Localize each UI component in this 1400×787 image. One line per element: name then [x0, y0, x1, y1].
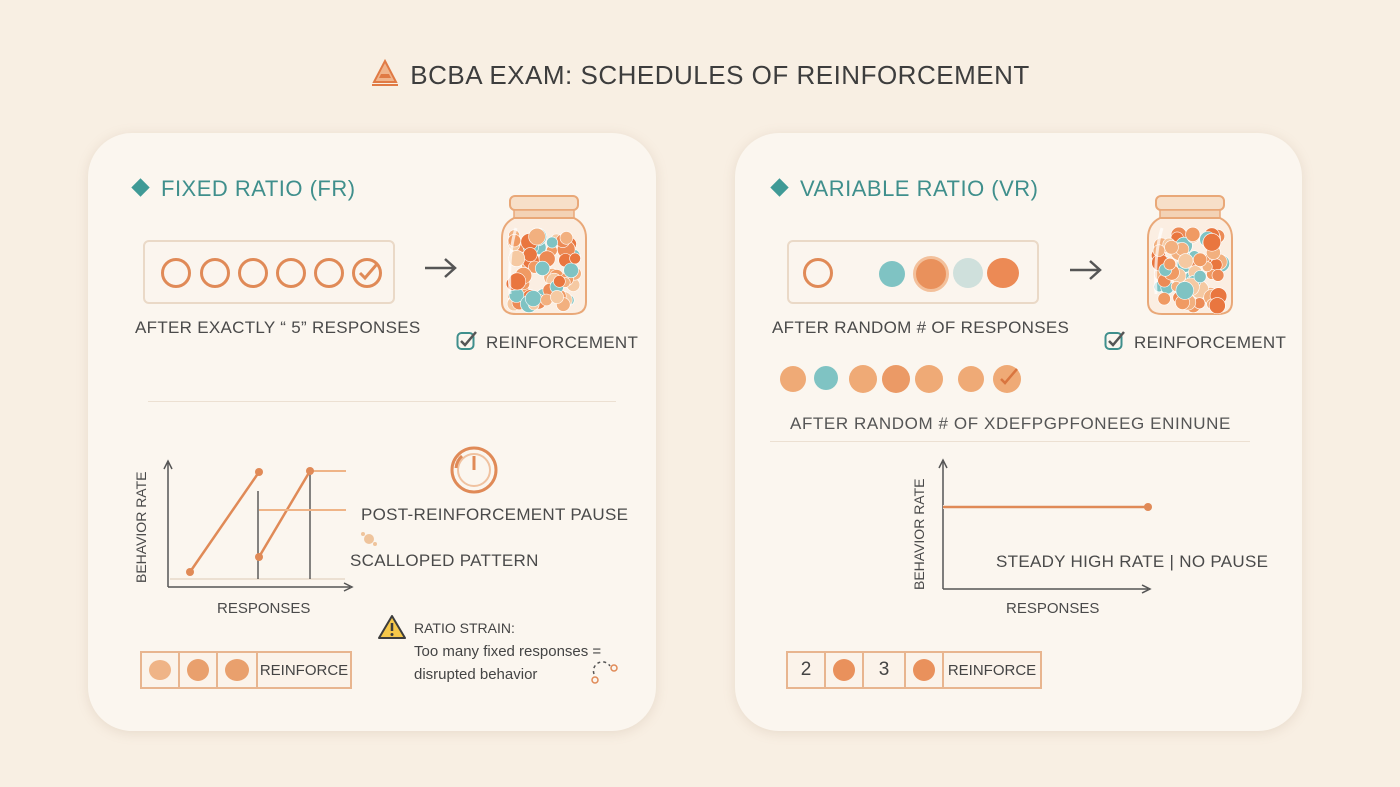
- blob-icon: [225, 659, 249, 681]
- steady-high-rate-label: STEADY HIGH RATE | NO PAUSE: [996, 552, 1269, 571]
- response-dot: [780, 366, 806, 392]
- response-dot: [953, 258, 983, 288]
- fr-reinforce-label: REINFORCE: [259, 661, 349, 679]
- strip-cell: [906, 653, 944, 687]
- checkbox-check-icon: [1104, 330, 1126, 357]
- response-circle: [276, 258, 306, 288]
- vr-reinforce-label: REINFORCE: [947, 661, 1037, 679]
- vr-number-1: 2: [788, 653, 826, 687]
- arrow-right-icon: [423, 251, 459, 288]
- fr-response-box: [143, 240, 395, 304]
- pyramid-icon: [370, 58, 400, 95]
- vr-chart: [938, 458, 1152, 594]
- response-dot: [882, 365, 910, 393]
- response-circle: [238, 258, 268, 288]
- strip-cell: [826, 653, 864, 687]
- fr-x-axis-label: RESPONSES: [217, 600, 311, 617]
- check-icon: [1000, 368, 1018, 385]
- vr-reinforcement-label: REINFORCEMENT: [1104, 330, 1286, 357]
- strip-cell: [180, 653, 218, 687]
- vr-y-axis-label: BEHAVIOR RATE: [911, 478, 927, 590]
- strip-cell: [142, 653, 180, 687]
- check-icon: [358, 263, 379, 281]
- splash-icon: [360, 530, 378, 553]
- stopwatch-icon: [448, 444, 500, 501]
- blob-icon: [149, 660, 171, 680]
- blob-icon: [187, 659, 209, 681]
- vr-caption-2: AFTER RANDOM # OF XDEFPGPFONEEG ENINUNE: [790, 414, 1231, 433]
- jar-icon: [1144, 194, 1236, 323]
- ratio-strain-line2: disrupted behavior: [414, 666, 538, 683]
- ratio-strain-note: RATIO STRAIN: Too many fixed responses =…: [414, 617, 601, 686]
- vr-reinforce-strip: 2 3 REINFORCE: [786, 651, 1042, 689]
- vr-heading: VARIABLE RATIO (VR): [770, 176, 1039, 202]
- response-dot: [987, 258, 1019, 288]
- scallop-line: [188, 471, 261, 573]
- response-circle: [803, 258, 833, 288]
- vr-reinforcement-text: REINFORCEMENT: [1134, 333, 1287, 352]
- broken-loop-icon: [590, 660, 620, 691]
- diamond-icon: [131, 178, 150, 197]
- vr-divider: [770, 441, 1250, 442]
- vr-dot-row: [780, 364, 1040, 394]
- ratio-strain-line1: Too many fixed responses =: [414, 643, 602, 660]
- response-circle: [314, 258, 344, 288]
- jar-icon: [498, 194, 590, 323]
- vr-response-box: [787, 240, 1039, 304]
- page-title-text: BCBA EXAM: SCHEDULES OF REINFORCEMENT: [410, 60, 1030, 90]
- checkbox-check-icon: [456, 330, 478, 357]
- response-circle-checked: [352, 258, 382, 288]
- response-dot: [879, 261, 905, 287]
- ratio-strain-title: RATIO STRAIN:: [414, 620, 515, 636]
- fr-caption: AFTER EXACTLY “ 5” RESPONSES: [135, 318, 421, 337]
- fr-chart: [163, 459, 354, 592]
- data-point: [255, 468, 263, 476]
- strip-cell: [218, 653, 258, 687]
- post-reinforcement-pause-label: POST-REINFORCEMENT PAUSE: [361, 505, 629, 524]
- response-circle: [161, 258, 191, 288]
- data-point: [1144, 503, 1152, 511]
- vr-x-axis-label: RESPONSES: [1006, 600, 1100, 617]
- response-dot: [915, 365, 943, 393]
- vr-number-2: 3: [864, 653, 906, 687]
- fr-reinforcement-text: REINFORCEMENT: [486, 333, 639, 352]
- fr-heading: FIXED RATIO (FR): [131, 176, 356, 202]
- response-dot: [913, 256, 949, 292]
- response-dot: [849, 365, 877, 393]
- warning-icon: [377, 614, 407, 645]
- response-dot: [814, 366, 838, 390]
- fr-reinforcement-label: REINFORCEMENT: [456, 330, 638, 357]
- vr-caption: AFTER RANDOM # OF RESPONSES: [772, 318, 1070, 337]
- arrow-right-icon: [1068, 258, 1104, 287]
- diamond-icon: [770, 178, 789, 197]
- fr-reinforce-strip: REINFORCE: [140, 651, 352, 689]
- data-point: [306, 467, 314, 475]
- data-point: [186, 568, 194, 576]
- scalloped-pattern-label: SCALLOPED PATTERN: [350, 551, 539, 570]
- response-dot-checked: [993, 365, 1021, 393]
- data-point: [255, 553, 263, 561]
- response-dot: [958, 366, 984, 392]
- blob-icon: [913, 659, 935, 681]
- blob-icon: [833, 659, 855, 681]
- scallop-line: [257, 470, 312, 558]
- vr-heading-text: VARIABLE RATIO (VR): [800, 176, 1039, 201]
- fr-y-axis-label: BEHAVIOR RATE: [133, 471, 149, 583]
- fr-heading-text: FIXED RATIO (FR): [161, 176, 356, 201]
- fr-divider: [148, 401, 616, 402]
- response-circle: [200, 258, 230, 288]
- page-title: BCBA EXAM: SCHEDULES OF REINFORCEMENT: [0, 58, 1400, 95]
